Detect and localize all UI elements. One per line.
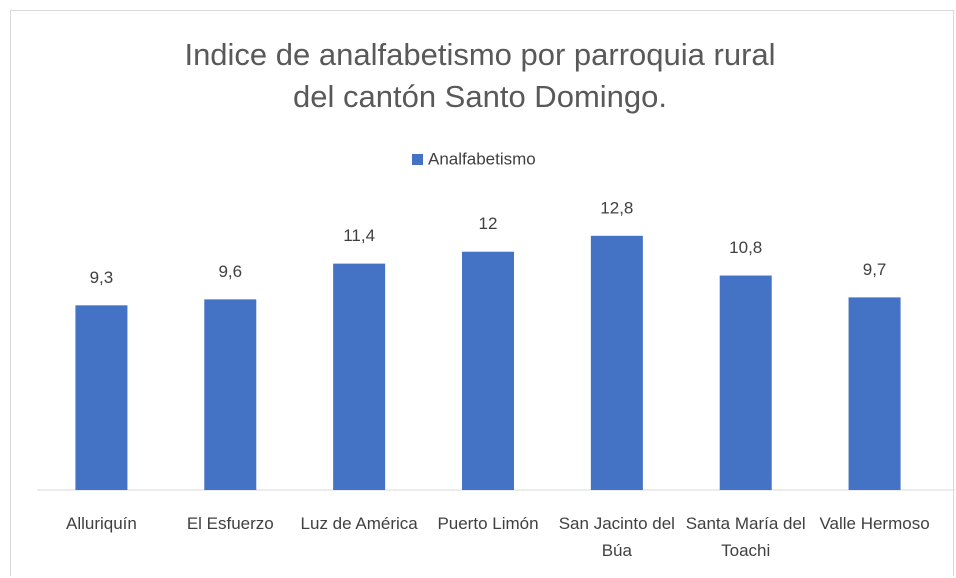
data-label: 9,3 xyxy=(90,268,114,287)
data-label: 10,8 xyxy=(729,238,762,257)
x-tick-label: Valle Hermoso xyxy=(819,514,930,533)
data-label: 9,7 xyxy=(863,260,887,279)
x-tick-label: Santa María del Toachi xyxy=(685,514,806,560)
bar xyxy=(590,235,643,490)
bar xyxy=(204,299,257,490)
legend-label: Analfabetismo xyxy=(428,149,536,168)
bar xyxy=(719,275,772,490)
bar xyxy=(333,263,386,490)
x-tick-label: Puerto Limón xyxy=(437,514,539,533)
chart-border xyxy=(10,10,954,576)
data-label: 12,8 xyxy=(600,198,633,217)
legend-swatch xyxy=(412,154,423,165)
x-tick-label: San Jacinto del Búa xyxy=(558,514,675,560)
x-tick-label: Alluriquín xyxy=(65,514,137,533)
x-tick-label: El Esfuerzo xyxy=(186,514,274,533)
data-label: 9,6 xyxy=(218,262,242,281)
bar xyxy=(848,297,901,490)
bar xyxy=(462,251,514,490)
chart-title: Indice de analfabetismo por parroquia ru… xyxy=(184,37,776,114)
bar xyxy=(75,305,128,490)
x-tick-label: Luz de América xyxy=(300,514,418,533)
data-label: 12 xyxy=(479,214,498,233)
data-label: 11,4 xyxy=(343,226,375,245)
